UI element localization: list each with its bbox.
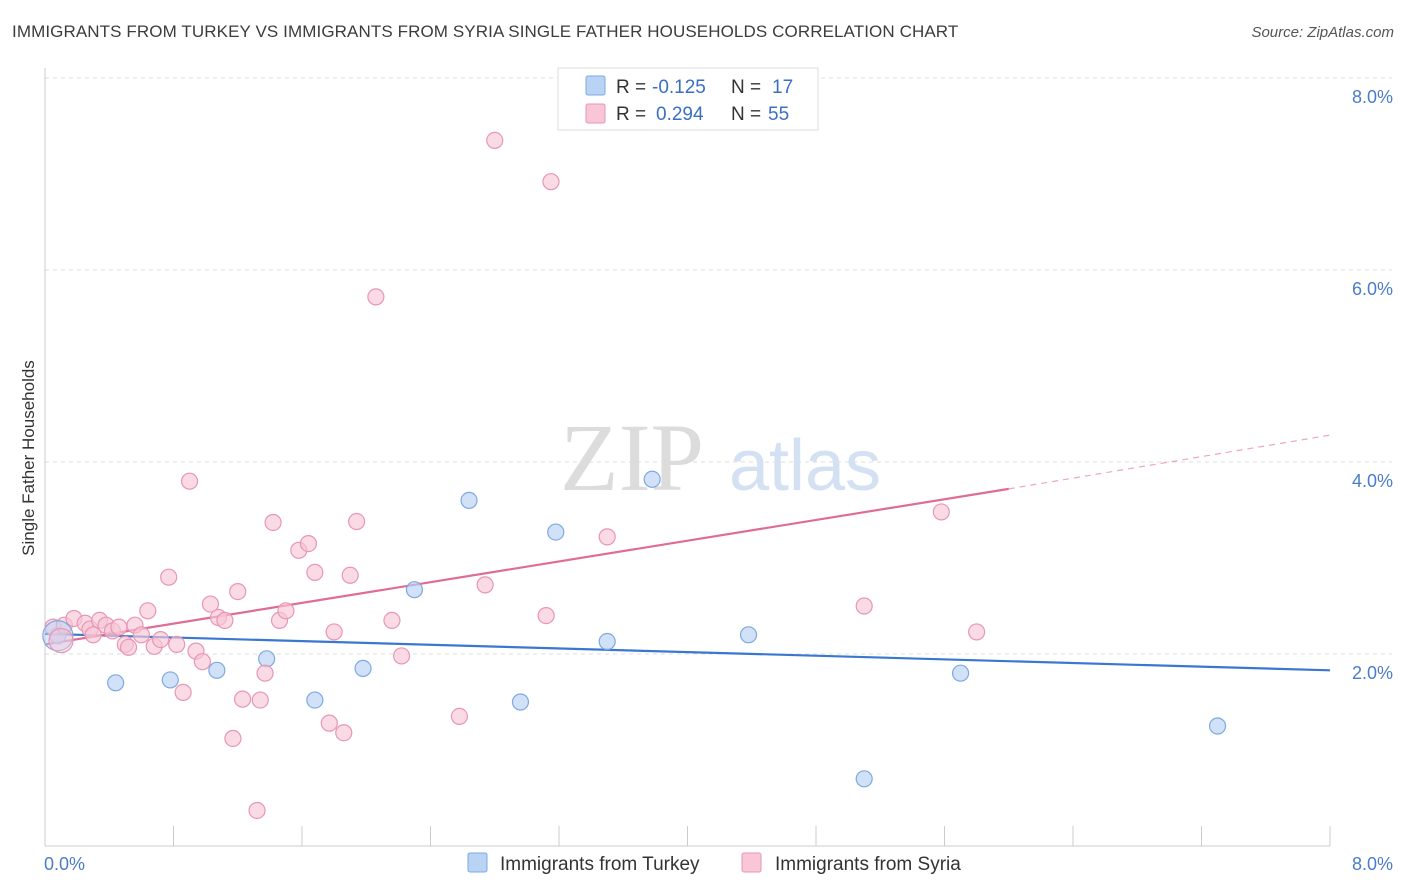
legend-syria-r-value: 0.294 [656, 104, 704, 125]
y-tick-label: 4.0% [1352, 471, 1393, 491]
syria-point [168, 635, 186, 654]
syria-point [476, 576, 494, 594]
x-tick-label-max: 8.0% [1352, 854, 1393, 874]
turkey-point [855, 770, 873, 788]
syria-point [542, 173, 560, 191]
syria-point [450, 707, 469, 726]
syria-point [299, 534, 318, 553]
syria-point [537, 606, 555, 625]
syria-point [132, 626, 150, 644]
syria-point [320, 714, 338, 732]
chart-source: Source: ZipAtlas.com [1251, 24, 1394, 41]
turkey-point [208, 661, 226, 679]
legend-turkey-n-label: N = [731, 77, 761, 98]
syria-point [968, 623, 986, 641]
y-tick-label: 8.0% [1352, 87, 1393, 107]
legend-swatch-turkey [585, 75, 606, 96]
turkey-point [511, 693, 530, 711]
syria-point [110, 618, 128, 636]
legend-turkey-r-label: R = [616, 77, 646, 98]
y-tick-label: 6.0% [1352, 279, 1393, 299]
syria-point [233, 690, 252, 708]
trend-layer [44, 434, 1331, 672]
legend-syria-r-label: R = [616, 104, 646, 125]
syria-point [348, 512, 366, 531]
bottom-legend-swatch-syria [741, 852, 762, 873]
syria-point [598, 528, 616, 546]
syria-point [335, 724, 353, 742]
syria-trend-line [44, 487, 1009, 646]
turkey-point [405, 581, 424, 599]
syria-point [201, 595, 220, 613]
turkey-point [460, 491, 478, 509]
turkey-point [951, 664, 970, 682]
turkey-point [643, 470, 661, 488]
turkey-point-cluster [42, 620, 74, 652]
turkey-point [306, 691, 324, 709]
points-layer [42, 131, 1227, 820]
syria-point [251, 691, 269, 709]
syria-point [256, 664, 274, 682]
syria-point [325, 623, 343, 641]
chart-title: IMMIGRANTS FROM TURKEY VS IMMIGRANTS FRO… [12, 22, 959, 41]
y-axis-title: Single Father Households [19, 360, 38, 556]
turkey-point [354, 659, 372, 678]
syria-point [224, 729, 242, 748]
x-tick-label-min: 0.0% [44, 854, 85, 874]
legend-box: R = -0.125 N = 17 R = 0.294 N = 55 [557, 67, 819, 131]
syria-point [119, 638, 138, 656]
syria-point [341, 566, 359, 584]
syria-point [392, 647, 411, 665]
turkey-point [107, 674, 125, 692]
syria-point [229, 582, 247, 601]
turkey-point [1208, 717, 1227, 735]
bottom-legend-label-turkey: Immigrants from Turkey [500, 854, 700, 875]
syria-point [248, 801, 266, 820]
syria-point [932, 503, 950, 521]
legend-turkey-r-value: -0.125 [652, 77, 706, 98]
syria-point [855, 597, 873, 615]
syria-point [306, 563, 324, 582]
watermark-zip: ZIP [560, 404, 704, 511]
turkey-point [161, 671, 179, 689]
syria-point [383, 611, 401, 630]
turkey-point [547, 523, 565, 541]
grid-layer [45, 77, 1392, 655]
legend-turkey-n-value: 17 [772, 77, 793, 98]
turkey-trend-line [44, 632, 1331, 672]
syria-point [152, 630, 170, 649]
turkey-point [258, 650, 276, 668]
turkey-point [739, 626, 758, 644]
syria-point [174, 683, 192, 702]
bottom-legend-label-syria: Immigrants from Syria [775, 854, 961, 875]
bottom-legend-swatch-turkey [467, 852, 488, 873]
syria-point-cluster [48, 627, 74, 654]
legend-syria-n-label: N = [731, 104, 761, 125]
syria-point [216, 611, 234, 630]
syria-point [180, 472, 199, 490]
y-tick-label: 2.0% [1352, 663, 1393, 683]
syria-point [160, 568, 178, 586]
syria-point [139, 602, 157, 620]
syria-point [264, 513, 282, 532]
ticks-layer: 2.0% 4.0% 6.0% 8.0% [173, 87, 1393, 846]
watermark: ZIP atlas [560, 404, 881, 511]
legend-swatch-syria [585, 103, 606, 124]
syria-point [193, 653, 212, 671]
turkey-point [598, 632, 616, 651]
syria-point [486, 131, 504, 149]
legend-syria-n-value: 55 [768, 104, 789, 125]
syria-point [277, 602, 295, 620]
watermark-atlas: atlas [729, 426, 881, 506]
bottom-legend: Immigrants from Turkey Immigrants from S… [467, 852, 961, 875]
syria-point [367, 288, 385, 306]
syria-point [84, 626, 102, 644]
